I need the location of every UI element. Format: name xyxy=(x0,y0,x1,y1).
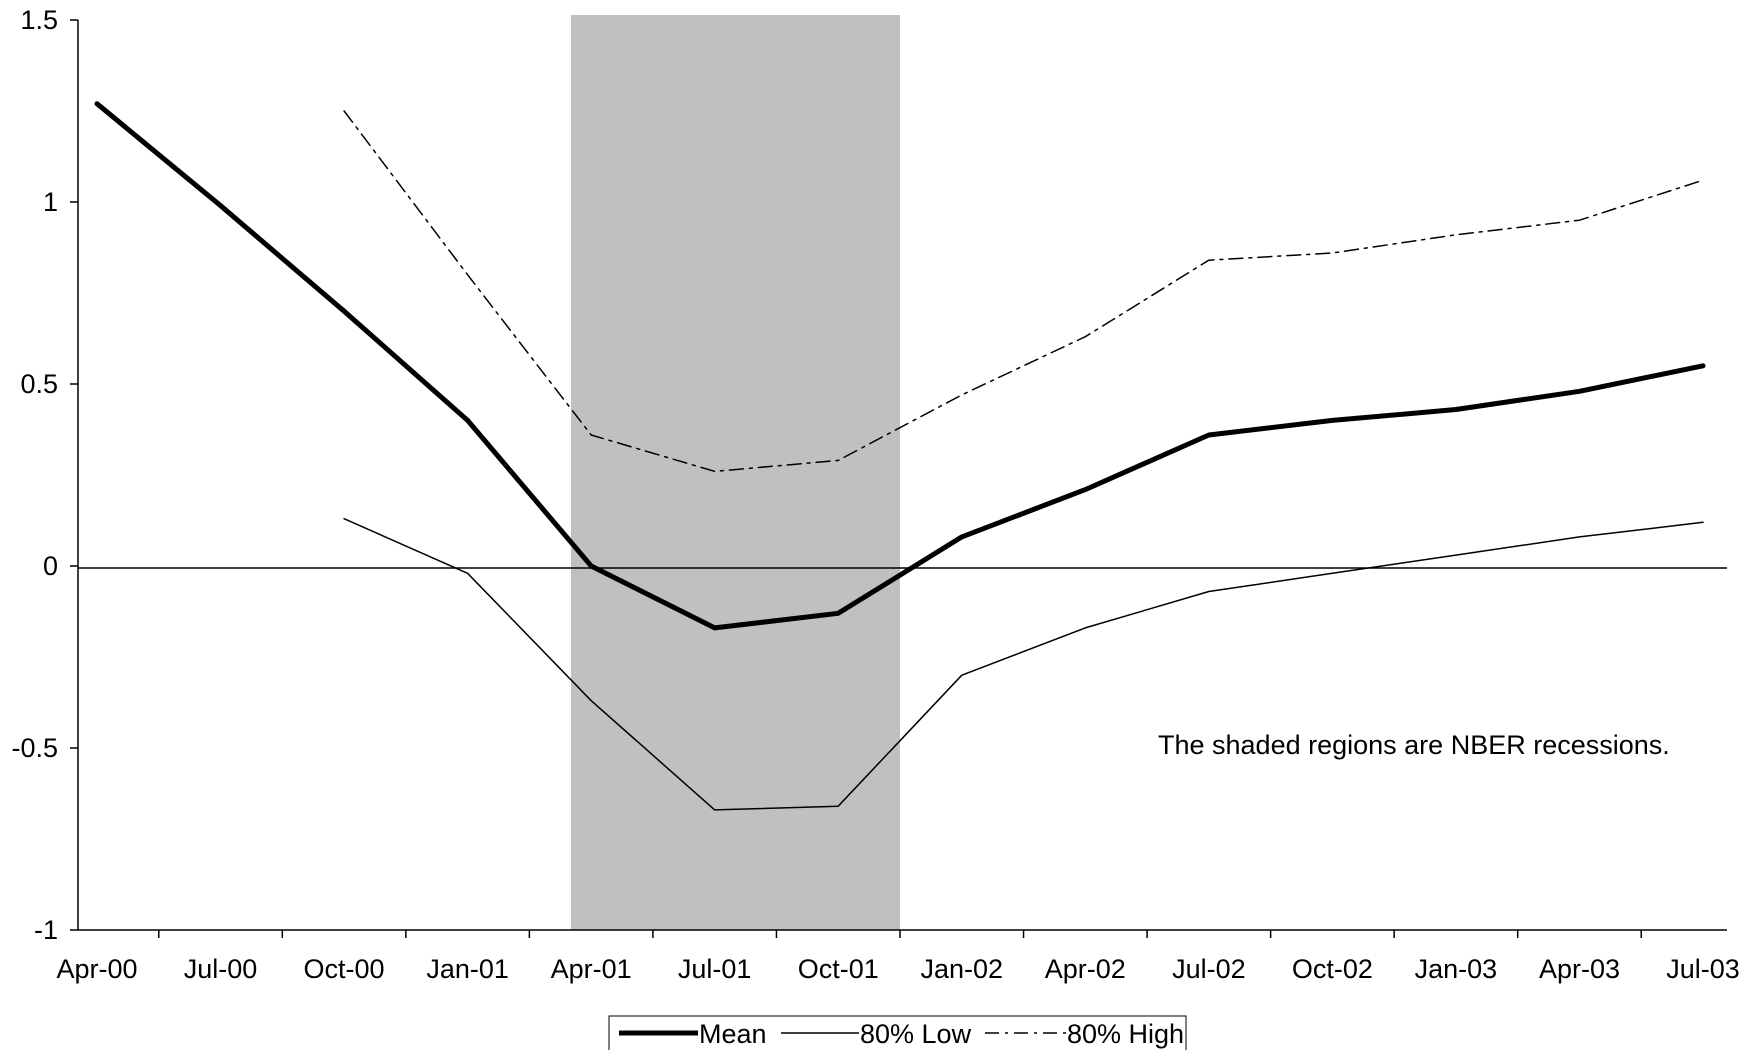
x-tick-label: Jul-01 xyxy=(678,954,752,984)
series-layer xyxy=(94,101,1706,811)
x-tick-label: Oct-01 xyxy=(798,954,879,984)
y-axis-ticks: 1.5 1 0.5 0 -0.5 -1 xyxy=(11,5,78,945)
x-tick-label: Jan-03 xyxy=(1415,954,1498,984)
y-tick-label: 1.5 xyxy=(20,5,58,35)
recession-shading xyxy=(571,15,900,930)
x-tick-label: Jul-03 xyxy=(1666,954,1740,984)
x-tick-label: Jul-00 xyxy=(184,954,258,984)
x-tick-label: Oct-02 xyxy=(1292,954,1373,984)
x-tick-label: Jan-01 xyxy=(426,954,509,984)
x-tick-label: Apr-03 xyxy=(1539,954,1620,984)
y-tick-label: -1 xyxy=(34,915,58,945)
y-tick-label: 1 xyxy=(43,187,58,217)
x-tick-label: Apr-02 xyxy=(1045,954,1126,984)
series-line-1 xyxy=(343,517,1704,811)
y-tick-label: 0 xyxy=(43,551,58,581)
series-line-0 xyxy=(94,101,1706,631)
x-axis-ticks: Apr-00 Jul-00 Oct-00 Jan-01 Apr-01 Jul-01 Oct-… xyxy=(56,930,1740,984)
x-tick-label: Apr-00 xyxy=(56,954,137,984)
series-line-2 xyxy=(343,110,1704,473)
y-tick-label: -0.5 xyxy=(11,733,58,763)
annotation-text: The shaded regions are NBER recessions. xyxy=(1158,730,1670,760)
x-tick-label: Jul-02 xyxy=(1172,954,1246,984)
legend-label-low: 80% Low xyxy=(860,1019,972,1049)
legend-label-high: 80% High xyxy=(1067,1019,1184,1049)
legend-box xyxy=(608,1015,1187,1050)
x-tick-label: Apr-01 xyxy=(551,954,632,984)
x-tick-label: Jan-02 xyxy=(920,954,1003,984)
legend-label-mean: Mean xyxy=(699,1019,767,1049)
x-tick-label: Oct-00 xyxy=(304,954,385,984)
y-tick-label: 0.5 xyxy=(20,369,58,399)
legend: Mean 80% Low 80% High xyxy=(608,1015,1187,1050)
